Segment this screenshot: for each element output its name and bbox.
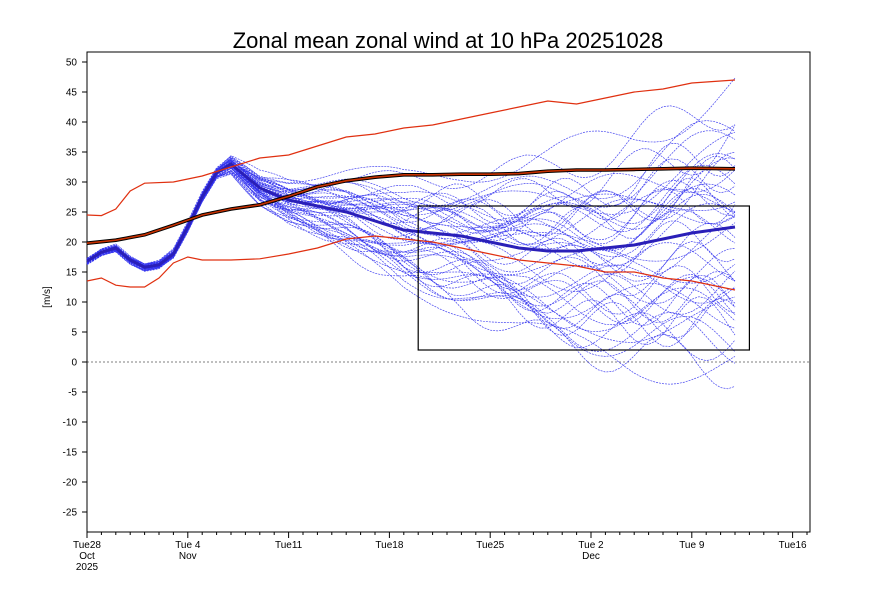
- x-tick-label: Dec: [582, 551, 600, 562]
- ensemble-member-line: [86, 166, 736, 326]
- x-tick-label: Tue 4: [175, 540, 201, 551]
- y-tick-label: 0: [71, 358, 77, 369]
- climatological-min-line: [86, 235, 736, 291]
- series-lines: [86, 79, 736, 291]
- y-tick-label: 35: [66, 148, 78, 159]
- ensemble-member-line: [86, 105, 736, 265]
- climatological-mean-line: [86, 167, 736, 244]
- climatological-max-line: [86, 79, 736, 217]
- ensemble-member-line: [86, 132, 736, 268]
- x-tick-label: 2025: [76, 562, 99, 573]
- ensemble-member-line: [86, 170, 736, 324]
- ensemble-member-line: [86, 125, 736, 266]
- y-axis-label: [m/s]: [42, 286, 53, 308]
- x-tick-label: Tue16: [779, 540, 807, 551]
- x-tick-label: Tue11: [275, 540, 303, 551]
- ensemble-member-line: [86, 166, 736, 364]
- x-tick-label: Tue 2: [578, 540, 604, 551]
- y-tick-label: 50: [66, 58, 78, 69]
- chart-title: Zonal mean zonal wind at 10 hPa 20251028: [233, 28, 664, 53]
- ensemble-member-line: [86, 167, 736, 282]
- y-tick-label: -10: [63, 418, 78, 429]
- ensemble-member-line: [86, 163, 736, 268]
- ensemble-member-line: [86, 157, 736, 269]
- x-tick-label: Nov: [179, 551, 197, 562]
- ensemble-member-line: [86, 151, 736, 269]
- ensemble-member-line: [86, 77, 736, 265]
- y-tick-label: -25: [63, 508, 78, 519]
- x-tick-label: Tue18: [375, 540, 403, 551]
- y-tick-label: 40: [66, 118, 78, 129]
- ensemble-member-line: [86, 170, 736, 345]
- ensemble-member-line: [86, 168, 736, 361]
- y-tick-label: -5: [68, 388, 77, 399]
- highlight-box: [417, 205, 751, 351]
- y-tick-label: -15: [63, 448, 78, 459]
- ensemble-member-line: [86, 161, 736, 266]
- y-tick-label: 25: [66, 208, 78, 219]
- y-tick-label: 20: [66, 238, 78, 249]
- x-tick-label: Tue 9: [679, 540, 705, 551]
- y-tick-label: 5: [71, 328, 77, 339]
- x-tick-label: Tue28: [73, 540, 101, 551]
- plot-area: [86, 77, 810, 390]
- y-tick-label: 10: [66, 298, 78, 309]
- ensemble-member-line: [86, 166, 736, 267]
- ensemble-member-line: [86, 162, 736, 265]
- x-tick-label: Oct: [79, 551, 95, 562]
- plot-frame: [86, 51, 811, 533]
- x-tick-label: Tue25: [476, 540, 504, 551]
- ensemble-member-line: [86, 167, 736, 315]
- ensemble-mean-line: [86, 162, 736, 269]
- ensemble-member-line: [86, 171, 736, 332]
- y-tick-label: 15: [66, 268, 78, 279]
- y-tick-label: -20: [63, 478, 78, 489]
- y-tick-label: 45: [66, 88, 78, 99]
- y-tick-label: 30: [66, 178, 78, 189]
